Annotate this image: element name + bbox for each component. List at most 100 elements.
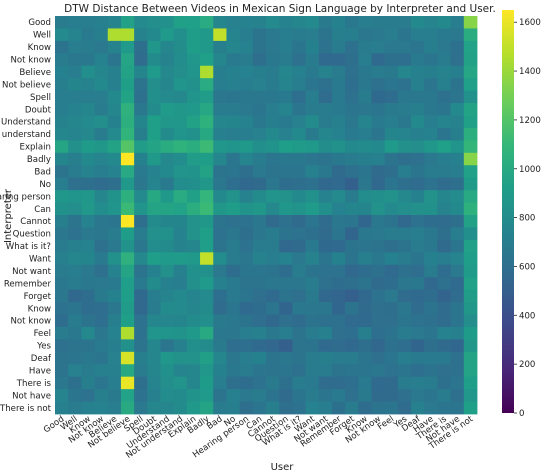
heatmap-cell [200,16,214,29]
heatmap-cell [213,28,227,42]
heatmap-cell [160,65,175,79]
heatmap-cell [318,401,333,415]
y-tick-label: Understand [1,118,51,128]
heatmap-cell [147,90,161,104]
heatmap-cell [55,53,69,67]
y-tick-label: There is [16,379,52,389]
heatmap-cell [81,115,95,129]
heatmap-cell [345,190,359,203]
heatmap-cell [411,401,425,415]
heatmap-cell [266,103,280,116]
heatmap-cell [305,40,320,54]
heatmap-cell [411,215,425,228]
heatmap-cell [384,28,399,42]
heatmap-cell [292,215,306,228]
heatmap-cell [226,389,241,402]
heatmap-cell [463,190,478,203]
heatmap-cell [437,127,452,141]
heatmap-cell [81,28,95,42]
heatmap-cell [450,277,465,291]
heatmap-cell [213,40,227,54]
heatmap-cell [397,252,412,266]
heatmap-cell [81,190,95,203]
heatmap-cell [68,202,82,216]
heatmap-cell [279,314,293,328]
heatmap-cell [81,289,95,303]
heatmap-cell [411,127,425,141]
heatmap-cell [463,103,478,116]
heatmap-cell [68,314,82,328]
heatmap-cell [292,40,306,54]
heatmap-cell [437,140,452,154]
heatmap-cell [450,252,465,266]
heatmap-cell [331,190,346,203]
heatmap-cell [437,389,452,402]
heatmap-cell [120,302,135,315]
heatmap-cell [371,314,386,328]
heatmap-cell [186,40,201,54]
heatmap-cell [318,177,333,191]
heatmap-cell [81,364,95,378]
heatmap-cell [68,40,82,54]
heatmap-cell [266,202,280,216]
heatmap-cell [107,364,122,378]
heatmap-cell [81,177,95,191]
heatmap-cell [266,252,280,266]
heatmap-cell [437,302,452,315]
heatmap-cell [173,53,188,67]
heatmap-cell [450,152,465,166]
heatmap-cell [200,115,214,129]
heatmap-cell [160,152,175,166]
heatmap-cell [213,103,227,116]
heatmap-cell [318,40,333,54]
heatmap-cell [345,16,359,29]
heatmap-cell [252,65,267,79]
heatmap-cell [279,202,293,216]
heatmap-cell [292,127,306,141]
heatmap-cell [213,90,227,104]
heatmap-cell [55,351,69,365]
heatmap-cell [397,40,412,54]
heatmap-cell [450,115,465,129]
heatmap-cell [345,252,359,266]
heatmap-cell [318,115,333,129]
heatmap-cell [397,103,412,116]
heatmap-cell [173,115,188,129]
heatmap-cell [463,53,478,67]
heatmap-cell [318,202,333,216]
heatmap-cell [318,314,333,328]
heatmap-cell [411,152,425,166]
heatmap-cell [318,339,333,353]
heatmap-cell [120,401,135,415]
heatmap-cell [81,376,95,390]
heatmap-cell [81,127,95,141]
heatmap-cell [411,239,425,253]
heatmap-cell [463,289,478,303]
heatmap-cell [120,351,135,365]
heatmap-cell [424,115,438,129]
heatmap-cell [81,277,95,291]
heatmap-cell [147,215,161,228]
heatmap-cell [107,376,122,390]
heatmap-cell [226,53,241,67]
heatmap-cell [450,314,465,328]
heatmap-cell [279,277,293,291]
heatmap-cell [81,326,95,340]
heatmap-cell [424,202,438,216]
heatmap-cell [411,364,425,378]
heatmap-cell [55,302,69,315]
heatmap-cell [239,326,254,340]
heatmap-cell [384,401,399,415]
heatmap-cell [437,65,452,79]
heatmap-cell [411,339,425,353]
heatmap-cell [239,277,254,291]
chart-title: DTW Distance Between Videos in Mexican S… [64,3,496,15]
heatmap-cell [173,339,188,353]
heatmap-cell [107,264,122,278]
heatmap-cell [239,28,254,42]
heatmap-cell [358,115,372,129]
heatmap-cell [424,103,438,116]
heatmap-cell [252,190,267,203]
heatmap-cell [160,103,175,116]
heatmap-cell [186,28,201,42]
